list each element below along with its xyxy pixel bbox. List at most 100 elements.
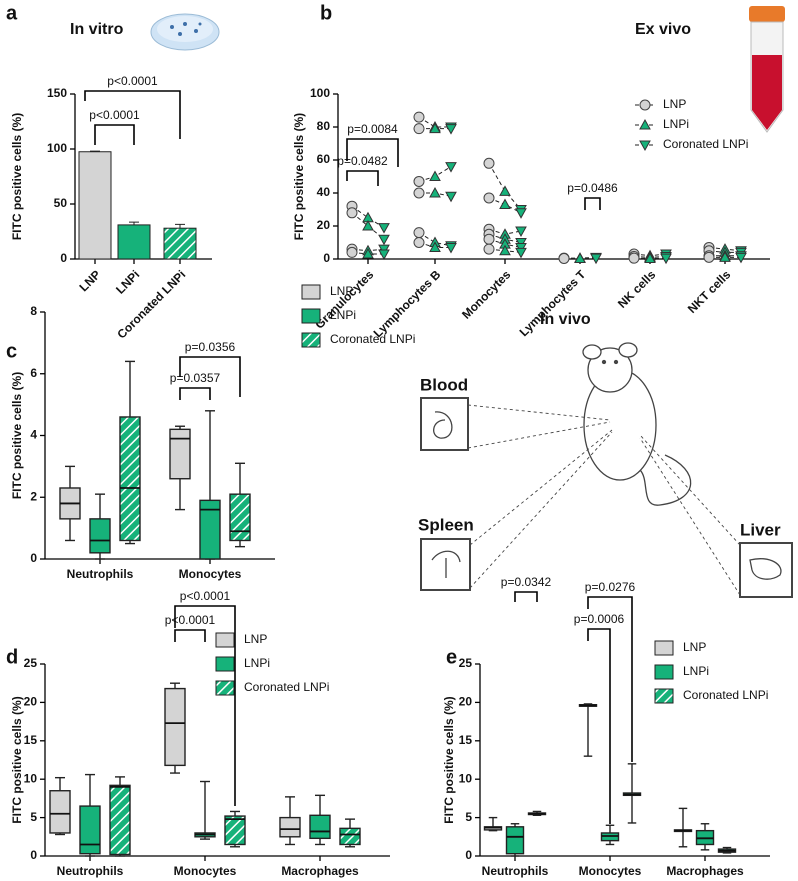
y-axis-label: FITC positive cells (%) <box>10 372 24 499</box>
legend-swatch <box>215 680 235 696</box>
significance-bracket <box>346 170 379 186</box>
point <box>378 249 390 261</box>
y-tick-label: 5 <box>30 810 37 824</box>
significance-bracket <box>587 628 611 824</box>
point <box>639 99 651 111</box>
panel-label: e <box>446 646 457 668</box>
significance-bracket <box>174 605 236 806</box>
y-tick-label: 20 <box>459 695 473 709</box>
y-axis-label: FITC positive cells (%) <box>442 696 456 823</box>
x-tick-label: Neutrophils <box>67 567 134 581</box>
y-axis-label: FITC positive cells (%) <box>292 113 306 240</box>
p-value: p<0.0001 <box>180 589 231 603</box>
point <box>429 170 441 181</box>
significance-bracket <box>587 596 633 762</box>
point <box>429 186 441 198</box>
p-value: p=0.0356 <box>185 340 236 354</box>
legend-swatch <box>654 664 674 680</box>
legend-swatch <box>301 308 321 324</box>
legend-label: LNPi <box>244 656 270 670</box>
p-value: p=0.0486 <box>567 181 618 195</box>
box <box>309 814 331 840</box>
y-tick-label: 0 <box>323 251 330 265</box>
chart-title: Ex vivo <box>635 21 691 38</box>
point <box>499 198 511 210</box>
y-tick-label: 25 <box>459 656 473 670</box>
point <box>483 192 495 204</box>
box <box>164 687 186 767</box>
legend-label: LNPi <box>663 117 689 131</box>
legend-swatch <box>654 688 674 704</box>
connector <box>418 232 452 247</box>
point <box>413 227 425 239</box>
point <box>499 244 511 256</box>
y-tick-label: 0 <box>465 848 472 862</box>
point <box>362 219 374 231</box>
y-axis-label: FITC positive cells (%) <box>10 113 24 240</box>
point <box>660 253 672 265</box>
point <box>499 185 511 196</box>
point <box>413 123 425 135</box>
point <box>346 207 358 219</box>
significance-bracket <box>346 138 399 167</box>
p-value: p=0.0357 <box>170 371 221 385</box>
y-tick-label: 100 <box>310 86 330 100</box>
point <box>429 122 441 134</box>
significance-bracket <box>584 197 601 210</box>
legend-label: LNP <box>330 284 353 298</box>
point <box>378 223 390 234</box>
point <box>644 252 656 264</box>
p-value: p<0.0001 <box>107 74 158 88</box>
point <box>413 187 425 199</box>
y-tick-label: 10 <box>459 771 473 785</box>
x-tick-label: Lymphocytes T <box>517 267 589 339</box>
point <box>445 124 457 135</box>
box <box>79 805 101 855</box>
x-tick-label: Monocytes <box>579 864 642 878</box>
point <box>628 252 640 264</box>
panel-label: b <box>320 2 332 24</box>
box <box>109 784 131 856</box>
y-tick-label: 8 <box>30 304 37 318</box>
point <box>639 118 651 130</box>
organ-label: Blood <box>420 375 468 394</box>
significance-bracket <box>84 90 181 139</box>
organ-label: Spleen <box>418 515 474 534</box>
p-value: p=0.0342 <box>501 575 552 589</box>
legend-label: Coronated LNPi <box>244 680 329 694</box>
y-tick-label: 2 <box>30 489 37 503</box>
x-tick-label: Neutrophils <box>57 864 124 878</box>
point <box>639 140 651 152</box>
point <box>515 226 527 237</box>
y-tick-label: 5 <box>465 810 472 824</box>
organ-label: Liver <box>740 520 781 539</box>
legend-label: LNPi <box>330 308 356 322</box>
box <box>199 499 221 560</box>
box <box>119 416 141 542</box>
diagram-title: In vivo <box>540 311 591 328</box>
legend-swatch <box>215 632 235 648</box>
point <box>703 251 715 263</box>
y-tick-label: 6 <box>30 366 37 380</box>
connector <box>488 163 522 210</box>
y-tick-label: 25 <box>24 656 38 670</box>
legend-swatch <box>654 640 674 656</box>
error-bar <box>175 223 185 229</box>
box <box>169 428 191 480</box>
point <box>445 191 457 203</box>
point <box>735 252 747 264</box>
y-tick-label: 4 <box>30 428 37 442</box>
point <box>483 233 495 245</box>
x-tick-label: LNPi <box>113 267 142 296</box>
legend-label: LNP <box>663 97 686 111</box>
y-tick-label: 20 <box>317 218 331 232</box>
bar <box>117 224 151 260</box>
y-tick-label: 100 <box>47 141 67 155</box>
panel-label: d <box>6 646 18 668</box>
box <box>279 816 301 838</box>
box <box>229 493 251 542</box>
y-tick-label: 20 <box>24 695 38 709</box>
y-tick-label: 15 <box>459 733 473 747</box>
legend-label: LNPi <box>683 664 709 678</box>
